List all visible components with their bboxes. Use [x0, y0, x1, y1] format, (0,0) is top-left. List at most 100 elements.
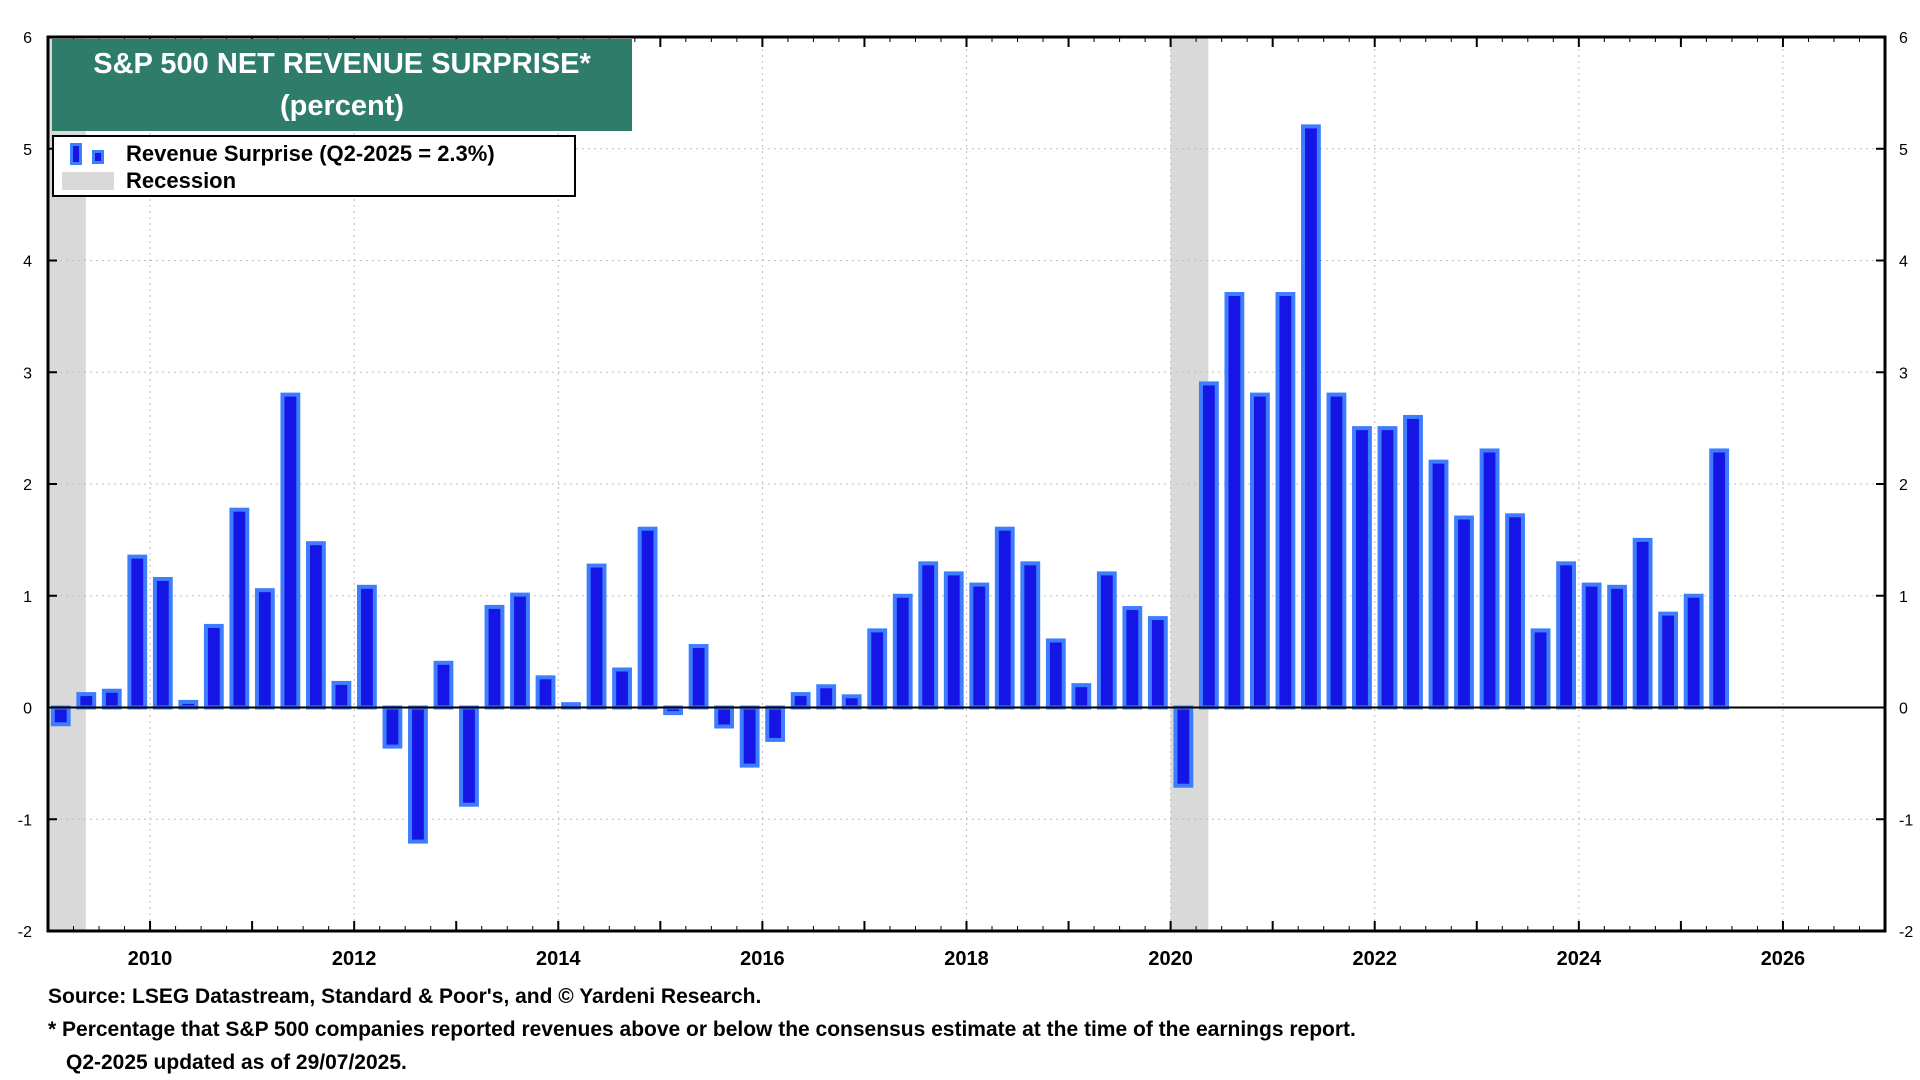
y-tick-label-right: 4: [1899, 254, 1908, 271]
bar-2009Q1: [50, 705, 71, 727]
bar-2021Q4: [1352, 426, 1372, 710]
footer-source: Source: LSEG Datastream, Standard & Poor…: [48, 985, 762, 1008]
y-tick-label-right: -1: [1899, 812, 1913, 829]
bar-2022Q2: [1403, 414, 1423, 710]
bar-2019Q1: [1071, 683, 1092, 710]
bar-2020Q2: [1198, 381, 1219, 710]
bar-2015Q4: [739, 705, 760, 768]
y-tick-label-left: 3: [23, 365, 32, 382]
legend-item-revenue-surprise: Revenue Surprise (Q2-2025 = 2.3%): [54, 141, 574, 167]
y-tick-label-left: 0: [23, 701, 32, 718]
chart-subtitle: (percent): [279, 90, 405, 122]
bar-2013Q3: [510, 592, 530, 710]
bar-2019Q3: [1122, 606, 1143, 710]
bar-2023Q3: [1530, 628, 1551, 710]
legend-label-recession: Recession: [126, 168, 237, 193]
bar-2016Q1: [765, 705, 786, 742]
bar-2024Q3: [1632, 537, 1653, 710]
legend-label-revenue-surprise: Revenue Surprise (Q2-2025 = 2.3%): [126, 141, 495, 166]
x-tick-label-2020: 2020: [1148, 948, 1193, 970]
bar-2009Q3: [101, 688, 122, 710]
bar-2015Q2: [688, 644, 709, 710]
bar-2021Q3: [1326, 392, 1347, 710]
y-tick-label-left: -2: [18, 924, 32, 941]
bar-2025Q1: [1683, 593, 1704, 710]
bar-2017Q4: [943, 571, 964, 710]
legend-swatch-recession: [62, 172, 114, 190]
x-tick-label-2014: 2014: [536, 948, 581, 970]
y-tick-label-right: 5: [1899, 142, 1908, 159]
y-tick-label-right: 1: [1899, 589, 1908, 606]
bar-2017Q2: [892, 593, 913, 710]
bar-2016Q4: [841, 694, 862, 710]
chart-title: S&P 500 NET REVENUE SURPRISE*: [93, 48, 591, 80]
bar-2022Q1: [1377, 426, 1398, 710]
bar-2011Q1: [254, 588, 275, 710]
bar-2010Q3: [203, 623, 224, 710]
bar-2020Q3: [1224, 292, 1245, 710]
bar-2021Q1: [1275, 292, 1296, 710]
bar-2020Q4: [1250, 392, 1270, 710]
bar-2023Q2: [1505, 513, 1525, 710]
bar-2012Q1: [357, 584, 377, 710]
legend-swatch-bar-tall: [70, 143, 82, 165]
x-tick-label-2012: 2012: [332, 948, 377, 970]
y-tick-label-left: 6: [23, 30, 32, 47]
bar-layer: [50, 124, 1730, 844]
bar-2013Q4: [535, 675, 556, 710]
bar-2022Q3: [1428, 459, 1449, 710]
y-tick-label-left: -1: [18, 812, 32, 829]
y-tick-label-left: 4: [23, 254, 32, 271]
bar-2024Q1: [1581, 582, 1602, 710]
bar-2020Q1: [1173, 705, 1194, 788]
y-tick-label-right: 6: [1899, 30, 1908, 47]
bar-2024Q4: [1658, 611, 1679, 710]
bar-2011Q2: [280, 392, 301, 710]
bar-2018Q4: [1045, 638, 1066, 710]
bar-2013Q2: [484, 604, 505, 710]
bar-2019Q4: [1147, 616, 1168, 710]
bar-2012Q4: [433, 660, 454, 710]
x-tick-label-2026: 2026: [1761, 948, 1806, 970]
x-tick-label-2024: 2024: [1557, 948, 1602, 970]
y-tick-label-left: 5: [23, 142, 32, 159]
y-tick-label-right: 0: [1899, 701, 1908, 718]
x-tick-label-2016: 2016: [740, 948, 785, 970]
bar-2018Q1: [969, 582, 990, 710]
bar-2011Q4: [331, 680, 352, 710]
bar-2024Q2: [1607, 584, 1628, 710]
bar-2009Q2: [76, 692, 97, 710]
bar-2018Q2: [994, 526, 1015, 710]
bar-2019Q2: [1096, 571, 1117, 710]
chart-title-box: S&P 500 NET REVENUE SURPRISE* (percent): [52, 39, 632, 131]
bar-2016Q3: [816, 684, 837, 710]
bar-2017Q1: [867, 628, 888, 710]
x-tick-label-2010: 2010: [128, 948, 173, 970]
bar-2014Q3: [612, 667, 632, 710]
bar-2023Q4: [1556, 561, 1576, 710]
footer-updated: Q2-2025 updated as of 29/07/2025.: [66, 1051, 407, 1074]
bar-2022Q4: [1454, 515, 1474, 710]
bar-2021Q2: [1301, 124, 1321, 710]
y-tick-label-right: 3: [1899, 365, 1908, 382]
bar-2018Q3: [1020, 561, 1041, 710]
legend-swatch-bar-short: [92, 150, 104, 164]
x-tick-label-2022: 2022: [1352, 948, 1397, 970]
y-tick-label-left: 1: [23, 589, 32, 606]
bar-2013Q1: [459, 705, 479, 807]
footer-note: * Percentage that S&P 500 companies repo…: [48, 1018, 1356, 1041]
bar-2014Q2: [586, 563, 607, 710]
x-tick-label-2018: 2018: [944, 948, 989, 970]
bar-2014Q4: [637, 526, 658, 710]
bar-2017Q3: [918, 561, 939, 710]
bar-2011Q3: [305, 541, 326, 710]
bar-2025Q2: [1709, 448, 1730, 710]
bar-2010Q1: [152, 576, 173, 710]
bar-2009Q4: [127, 554, 148, 710]
legend: Revenue Surprise (Q2-2025 = 2.3%) Recess…: [52, 135, 576, 197]
bar-2012Q2: [382, 705, 403, 749]
bar-2016Q2: [790, 692, 811, 710]
bar-2015Q3: [714, 705, 735, 729]
legend-item-recession: Recession: [54, 168, 574, 194]
y-tick-label-right: -2: [1899, 924, 1913, 941]
